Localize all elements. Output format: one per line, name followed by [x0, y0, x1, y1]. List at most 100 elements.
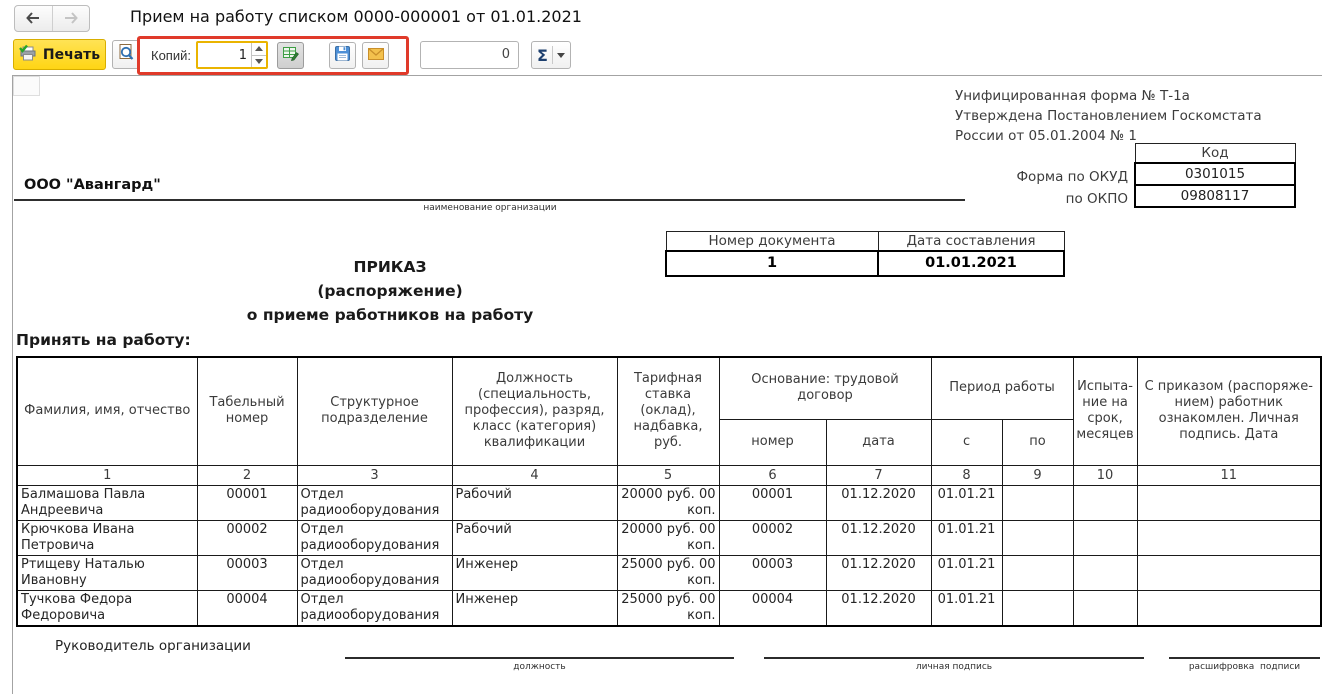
cell-department: Отдел радиооборудования: [296, 484, 453, 521]
doc-number-header: Номер документа: [665, 231, 879, 251]
col-number: 8: [930, 464, 1003, 486]
order-title: ПРИКАЗ (распоряжение) о приеме работнико…: [170, 255, 610, 327]
copies-value[interactable]: 1: [238, 48, 247, 63]
spinner-arrows-icon: [251, 43, 266, 67]
spin-down-button[interactable]: [252, 56, 266, 68]
cell-basis-number: 00002: [718, 519, 827, 556]
cell-acquainted: [1136, 554, 1322, 591]
page-title: Прием на работу списком 0000-000001 от 0…: [130, 7, 582, 26]
edit-table-button[interactable]: [277, 42, 304, 69]
col-header-basis-number: номер: [718, 418, 827, 466]
sum-field[interactable]: 0: [420, 41, 519, 69]
cell-position: Инженер: [451, 554, 618, 591]
col-header-department: Структурное подразделение: [296, 356, 453, 466]
chevron-down-icon: [556, 52, 565, 58]
col-header-position: Должность (специальность, профессия), ра…: [451, 356, 618, 466]
sigma-icon: Σ: [537, 45, 548, 65]
document-magnifier-icon: [118, 43, 135, 66]
col-number: 3: [296, 464, 453, 486]
col-number: 10: [1072, 464, 1138, 486]
cell-fio: Балмашова Павла Андреевича: [16, 484, 198, 521]
cell-position: Рабочий: [451, 519, 618, 556]
cell-period-from: 01.01.21: [930, 554, 1003, 591]
cell-period-from: 01.01.21: [930, 484, 1003, 521]
col-header-probation: Испыта-ние на срок, месяцев: [1072, 356, 1138, 466]
col-header-tab-number: Табельный номер: [196, 356, 298, 466]
organization-caption: наименование организации: [423, 203, 557, 213]
history-nav: [14, 5, 90, 32]
cell-rate: 20000 руб. 00 коп.: [616, 519, 720, 556]
col-header-fio: Фамилия, имя, отчество: [16, 356, 198, 466]
form-approval-text: Унифицированная форма № Т-1а Утверждена …: [955, 86, 1262, 146]
okud-value-cell: 0301015: [1134, 161, 1296, 186]
send-mail-button[interactable]: [362, 42, 389, 69]
col-number: 6: [718, 464, 827, 486]
sum-menu-button[interactable]: Σ: [531, 41, 571, 69]
cell-rate: 25000 руб. 00 коп.: [616, 589, 720, 626]
col-number: 9: [1001, 464, 1074, 486]
col-number: 4: [451, 464, 618, 486]
order-title-line: о приеме работников на работу: [246, 306, 534, 324]
okpo-label: по ОКПО: [1065, 191, 1128, 207]
cell-period-from: 01.01.21: [930, 519, 1003, 556]
cell-basis-number: 00003: [718, 554, 827, 591]
col-number: 7: [825, 464, 932, 486]
col-header-basis: Основание: трудовой договор: [718, 356, 932, 420]
col-number: 2: [196, 464, 298, 486]
leader-label: Руководитель организации: [55, 638, 251, 654]
cell-position: Инженер: [451, 589, 618, 626]
back-button[interactable]: [15, 6, 52, 31]
okpo-value-cell: 09808117: [1134, 183, 1296, 208]
doc-date-header: Дата составления: [877, 231, 1065, 251]
cell-basis-date: 01.12.2020: [825, 589, 932, 626]
cell-period-from: 01.01.21: [930, 589, 1003, 626]
cell-basis-number: 00001: [718, 484, 827, 521]
col-number: 1: [16, 464, 198, 486]
cell-fio: Тучкова Федора Федоровича: [16, 589, 198, 626]
code-table: Код 0301015 09808117: [1134, 143, 1296, 208]
section-heading: Принять на работу:: [16, 331, 191, 349]
col-number: 11: [1136, 464, 1322, 486]
code-header-cell: Код: [1134, 143, 1296, 163]
cell-probation: [1072, 519, 1138, 556]
document-info-table: Номер документа Дата составления 1 01.01…: [665, 231, 1065, 277]
spin-up-button[interactable]: [252, 43, 266, 56]
signature-caption-signature: личная подпись: [915, 662, 993, 672]
floppy-disk-icon: [334, 45, 351, 66]
table-row: Ртищеву Наталью Ивановну 00003 Отдел рад…: [16, 554, 1322, 591]
spreadsheet-corner-cell: [13, 76, 40, 96]
form-approval-line: Унифицированная форма № Т-1а: [955, 88, 1190, 104]
employees-table: Фамилия, имя, отчество Табельный номер С…: [16, 356, 1322, 627]
doc-number-value: 1: [665, 249, 879, 277]
col-header-period-to: по: [1001, 418, 1074, 466]
cell-tab-number: 00003: [196, 554, 298, 591]
col-header-acquainted: С приказом (распоряже-нием) работник озн…: [1136, 356, 1322, 466]
copies-stepper[interactable]: 1: [196, 41, 268, 69]
preview-button[interactable]: [112, 40, 140, 69]
cell-basis-date: 01.12.2020: [825, 519, 932, 556]
cell-rate: 20000 руб. 00 коп.: [616, 484, 720, 521]
cell-period-to: [1001, 589, 1074, 626]
print-button-label: Печать: [42, 46, 101, 63]
table-row: Балмашова Павла Андреевича 00001 Отдел р…: [16, 484, 1322, 521]
cell-basis-date: 01.12.2020: [825, 484, 932, 521]
cell-basis-date: 01.12.2020: [825, 554, 932, 591]
cell-tab-number: 00001: [196, 484, 298, 521]
cell-probation: [1072, 589, 1138, 626]
col-header-period-from: с: [930, 418, 1003, 466]
col-number: 5: [616, 464, 720, 486]
cell-tab-number: 00002: [196, 519, 298, 556]
cell-period-to: [1001, 519, 1074, 556]
signature-line-signature: [764, 657, 1144, 659]
arrow-left-icon: [25, 9, 41, 28]
envelope-icon: [367, 46, 385, 65]
save-button[interactable]: [329, 42, 356, 69]
forward-button[interactable]: [51, 6, 90, 31]
cell-period-to: [1001, 554, 1074, 591]
cell-period-to: [1001, 484, 1074, 521]
document-border-top: [12, 75, 1322, 76]
cell-probation: [1072, 484, 1138, 521]
signature-line-position: [345, 657, 734, 659]
print-button[interactable]: Печать: [13, 39, 106, 70]
okud-label: Форма по ОКУД: [1016, 169, 1128, 185]
